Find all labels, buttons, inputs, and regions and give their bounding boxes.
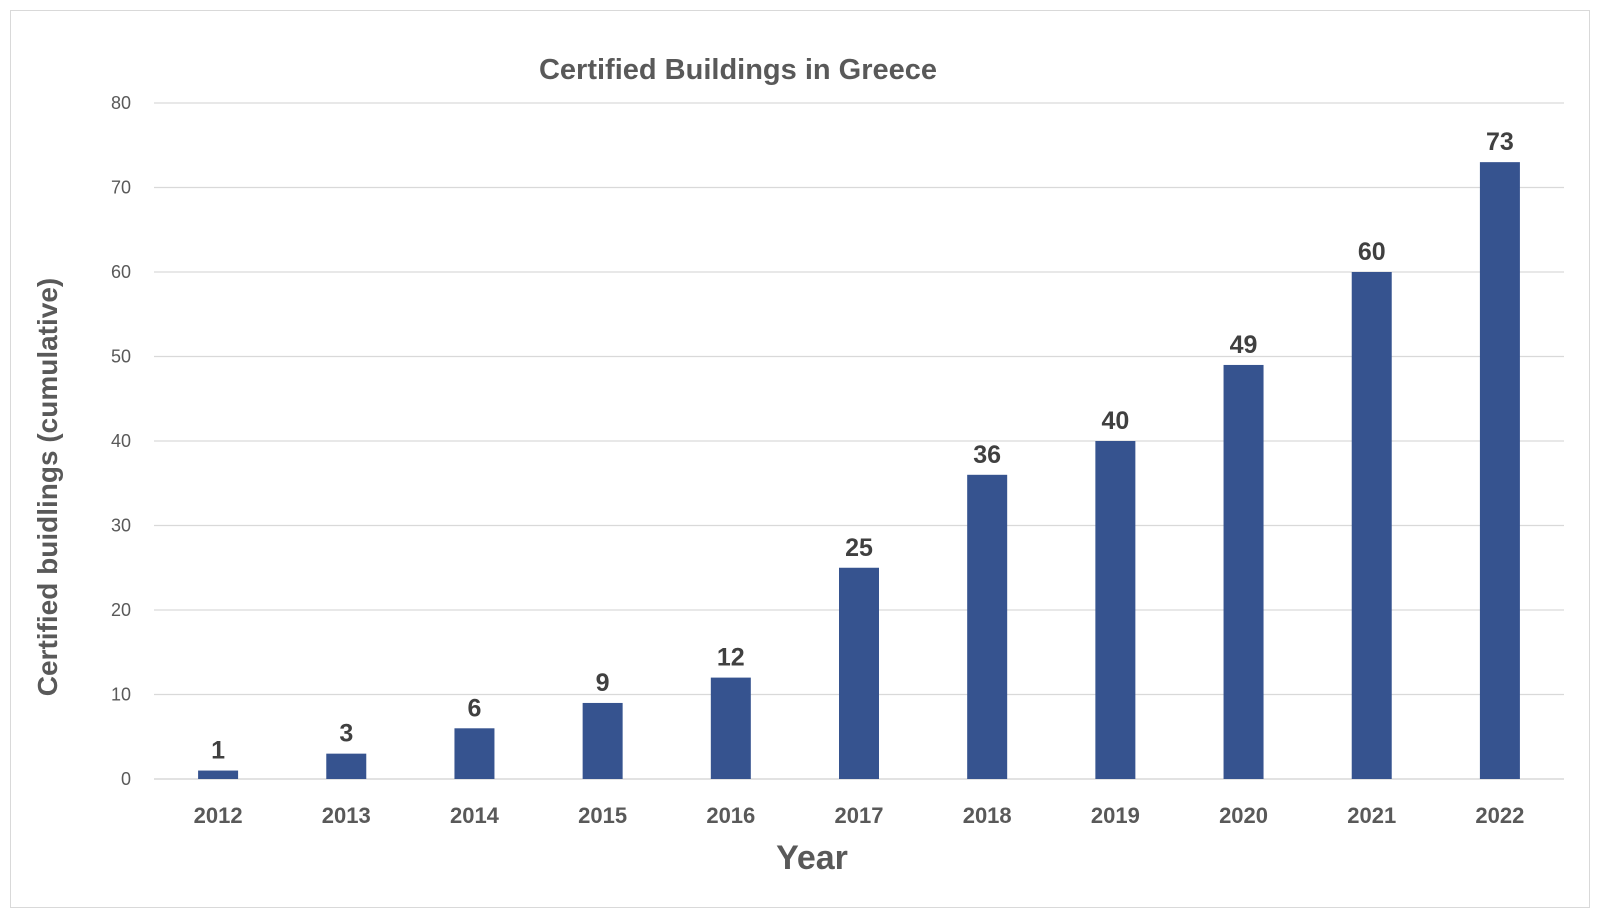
chart-title: Certified Buildings in Greece xyxy=(539,54,937,86)
y-tick-label: 50 xyxy=(111,347,131,367)
bar xyxy=(1479,162,1520,779)
bar xyxy=(1223,364,1264,779)
y-tick-label: 10 xyxy=(111,685,131,705)
bar xyxy=(1351,272,1392,779)
data-label: 49 xyxy=(1230,331,1258,359)
y-tick-label: 80 xyxy=(111,93,131,113)
x-tick-label: 2016 xyxy=(706,803,755,828)
bar xyxy=(326,753,367,779)
x-tick-label: 2020 xyxy=(1219,803,1268,828)
data-label: 25 xyxy=(845,534,873,562)
x-tick-label: 2019 xyxy=(1091,803,1140,828)
y-axis-ticks: 0 10 20 30 40 50 60 70 80 xyxy=(111,93,131,789)
bar xyxy=(454,728,495,779)
x-tick-label: 2022 xyxy=(1475,803,1524,828)
x-tick-label: 2021 xyxy=(1347,803,1396,828)
data-label: 3 xyxy=(339,720,353,748)
data-label: 60 xyxy=(1358,238,1386,266)
data-label: 6 xyxy=(468,694,482,722)
bars xyxy=(198,162,1520,779)
y-tick-label: 40 xyxy=(111,431,131,451)
x-axis-ticks: 2012 2013 2014 2015 2016 2017 2018 2019 2020 2021… xyxy=(194,803,1525,828)
y-tick-label: 70 xyxy=(111,178,131,198)
data-label: 73 xyxy=(1486,128,1514,156)
data-label: 9 xyxy=(596,669,610,697)
y-tick-label: 30 xyxy=(111,516,131,536)
gridlines xyxy=(154,102,1564,780)
y-tick-label: 60 xyxy=(111,262,131,282)
bar xyxy=(198,770,239,779)
data-label: 40 xyxy=(1101,407,1129,435)
x-tick-label: 2015 xyxy=(578,803,627,828)
data-label: 12 xyxy=(717,644,745,672)
bar xyxy=(839,567,879,779)
data-label: 36 xyxy=(973,441,1001,469)
bar xyxy=(710,677,751,779)
x-tick-label: 2012 xyxy=(194,803,243,828)
bar xyxy=(582,702,623,779)
data-label: 1 xyxy=(211,737,225,765)
y-axis-title: Certified buidlings (cumulative) xyxy=(32,278,63,696)
chart-frame xyxy=(10,10,1590,908)
y-tick-label: 20 xyxy=(111,600,131,620)
x-tick-label: 2018 xyxy=(963,803,1012,828)
x-axis-title: Year xyxy=(776,839,848,877)
x-tick-label: 2013 xyxy=(322,803,371,828)
y-tick-label: 0 xyxy=(121,769,131,789)
x-tick-label: 2017 xyxy=(835,803,884,828)
bar xyxy=(1095,441,1136,779)
x-tick-label: 2014 xyxy=(450,803,500,828)
bar xyxy=(967,474,1008,779)
